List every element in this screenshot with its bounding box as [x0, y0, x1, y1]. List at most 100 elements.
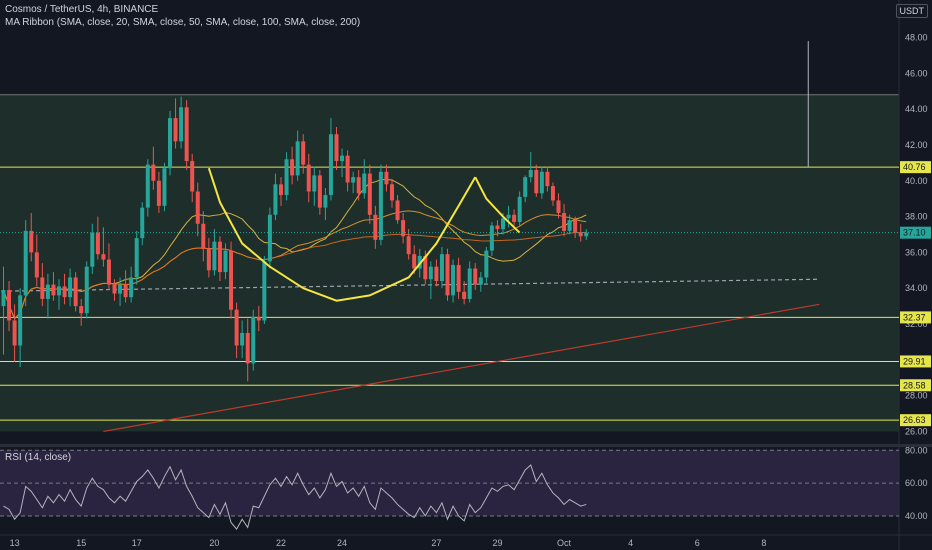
candle-body — [545, 171, 550, 187]
x-tick-label: 22 — [276, 538, 286, 548]
candle-body — [173, 118, 178, 142]
candle-body — [495, 225, 500, 230]
candle-body — [562, 212, 567, 231]
candle-body — [190, 161, 195, 192]
candle-body — [451, 264, 456, 296]
currency-badge[interactable]: USDT — [895, 4, 928, 18]
x-tick-label: 27 — [431, 538, 441, 548]
candle-body — [273, 184, 278, 215]
x-tick-label: 13 — [10, 538, 20, 548]
candle-body — [506, 214, 511, 219]
candle-body — [223, 250, 228, 273]
x-tick-label: Oct — [557, 538, 572, 548]
candle-body — [151, 164, 156, 181]
candle-body — [534, 170, 539, 194]
candle-body — [240, 332, 245, 346]
candle-body — [245, 332, 250, 364]
candle-body — [206, 248, 211, 271]
candle-body — [423, 255, 428, 280]
x-tick-label: 17 — [132, 538, 142, 548]
candle-body — [528, 170, 533, 178]
candle-body — [251, 316, 256, 364]
candle-body — [68, 277, 73, 298]
candle-body — [406, 236, 411, 255]
candle-body — [7, 289, 12, 321]
candle-body — [129, 277, 134, 298]
candle-body — [295, 141, 300, 176]
candle-body — [362, 173, 367, 194]
candle-body — [323, 195, 328, 208]
candle-body — [23, 230, 28, 296]
x-tick-label: 29 — [492, 538, 502, 548]
candle-body — [351, 177, 356, 183]
candle-body — [367, 173, 372, 215]
candle-body — [168, 118, 172, 169]
candle-body — [512, 214, 517, 222]
candle-body — [40, 277, 45, 299]
candle-body — [156, 180, 161, 206]
candle-body — [401, 220, 406, 237]
candle-body — [345, 155, 350, 183]
candle-body — [373, 214, 378, 240]
x-tick-label: 24 — [337, 538, 347, 548]
candle-body — [95, 232, 100, 255]
candle-body — [79, 306, 84, 314]
candle-body — [267, 214, 272, 262]
candle-body — [489, 225, 494, 251]
candle-body — [584, 232, 589, 237]
last-price-badge — [900, 226, 931, 239]
candle-body — [18, 295, 23, 346]
candle-body — [123, 284, 128, 298]
level-badge — [900, 379, 931, 392]
candle-body — [484, 250, 489, 278]
level-label: 32.37 — [903, 312, 926, 322]
x-tick-label: 8 — [761, 538, 766, 548]
candle-body — [284, 159, 289, 196]
y-tick-label: 28.00 — [905, 391, 928, 401]
candle-body — [290, 159, 295, 176]
candle-body — [340, 155, 345, 162]
y-tick-label: 26.00 — [905, 426, 928, 436]
level-badge — [900, 355, 931, 368]
candle-body — [412, 254, 417, 269]
candle-body — [573, 220, 578, 233]
candle-body — [279, 184, 283, 196]
candle-body — [145, 164, 150, 208]
candle-body — [539, 171, 544, 194]
candle-body — [467, 268, 472, 299]
candle-body — [456, 264, 461, 292]
candle-body — [217, 241, 222, 273]
y-tick-label: 48.00 — [905, 32, 928, 42]
candle-body — [312, 175, 317, 192]
candle-body — [62, 286, 67, 298]
candle-body — [106, 259, 111, 285]
candle-body — [84, 266, 89, 314]
cup-pattern-line — [207, 167, 477, 302]
candle-body — [140, 207, 145, 239]
candle-body — [428, 266, 433, 280]
level-label: 28.58 — [903, 380, 926, 390]
candle-body — [51, 284, 56, 296]
x-tick-label: 20 — [209, 538, 219, 548]
y-tick-label: 40.00 — [905, 176, 928, 186]
rsi-line — [3, 464, 587, 530]
trendline-rising-red — [103, 303, 820, 433]
y-tick-label: 42.00 — [905, 140, 928, 150]
candle-body — [162, 168, 167, 206]
candle-body — [262, 261, 267, 321]
candle-body — [434, 266, 439, 282]
candle-body — [439, 254, 444, 282]
y-tick-label: 36.00 — [905, 247, 928, 257]
rsi-tick-label: 80.00 — [905, 445, 928, 455]
candle-body — [256, 316, 261, 321]
candle-body — [417, 255, 422, 269]
level-badge — [900, 311, 931, 324]
candle-body — [556, 200, 561, 213]
candle-body — [306, 164, 311, 192]
candle-body — [395, 200, 400, 221]
candle-body — [134, 238, 139, 278]
candle-body — [229, 250, 234, 310]
candle-body — [184, 107, 189, 162]
level-label: 26.63 — [903, 415, 926, 425]
